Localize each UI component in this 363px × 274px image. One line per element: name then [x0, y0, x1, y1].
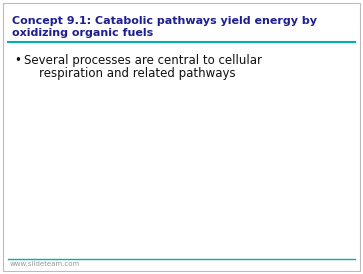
Text: respiration and related pathways: respiration and related pathways	[24, 67, 236, 80]
Text: oxidizing organic fuels: oxidizing organic fuels	[12, 28, 153, 38]
Text: •: •	[14, 54, 21, 67]
Text: Several processes are central to cellular: Several processes are central to cellula…	[24, 54, 262, 67]
FancyBboxPatch shape	[3, 3, 360, 271]
Text: Concept 9.1: Catabolic pathways yield energy by: Concept 9.1: Catabolic pathways yield en…	[12, 16, 317, 26]
Text: www.slideteam.com: www.slideteam.com	[10, 261, 80, 267]
